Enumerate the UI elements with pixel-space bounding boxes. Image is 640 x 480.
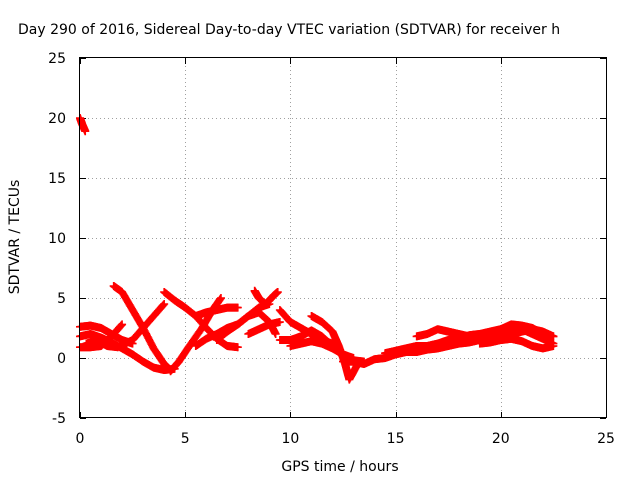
grid-lines (80, 58, 606, 418)
x-tick-label: 25 (597, 431, 615, 447)
chart-title: Day 290 of 2016, Sidereal Day-to-day VTE… (18, 22, 560, 38)
data-point (233, 343, 242, 352)
x-axis-label: GPS time / hours (281, 459, 398, 475)
y-axis-label: SDTVAR / TECUs (7, 180, 23, 295)
x-tick-label: 20 (492, 431, 510, 447)
y-tick-label: -5 (52, 411, 66, 427)
data-point (273, 288, 282, 296)
plot-border (79, 57, 607, 418)
y-tick-label: 20 (48, 111, 66, 127)
x-tick-label: 0 (76, 431, 85, 447)
x-tick-label: 5 (181, 431, 190, 447)
series-track-7 (160, 288, 242, 352)
tick-labels: 0 5 10 15 20 25 -5 0 5 10 15 20 25 (48, 51, 615, 447)
series-track-4 (82, 300, 169, 352)
series-track-21 (475, 334, 558, 353)
x-tick-label: 10 (281, 431, 299, 447)
y-tick-label: 25 (48, 51, 66, 67)
data-point (271, 330, 280, 338)
data-points (76, 114, 558, 384)
data-point (275, 318, 284, 326)
data-point (160, 300, 169, 308)
data-point (233, 303, 242, 312)
y-tick-label: 15 (48, 171, 66, 187)
series-track-20 (412, 320, 558, 343)
y-tick-label: 0 (57, 351, 66, 367)
data-point (549, 342, 558, 350)
series-track-11 (250, 286, 282, 308)
data-point (118, 320, 127, 329)
series-track-12 (244, 318, 284, 338)
series-track-9 (191, 303, 242, 320)
data-point (216, 294, 225, 302)
y-tick-label: 10 (48, 231, 66, 247)
x-tick-label: 15 (387, 431, 405, 447)
data-point (549, 332, 558, 341)
axis-ticks (80, 58, 607, 419)
data-point (81, 127, 90, 136)
y-tick-label: 5 (57, 291, 66, 307)
series-track-16 (307, 312, 362, 384)
